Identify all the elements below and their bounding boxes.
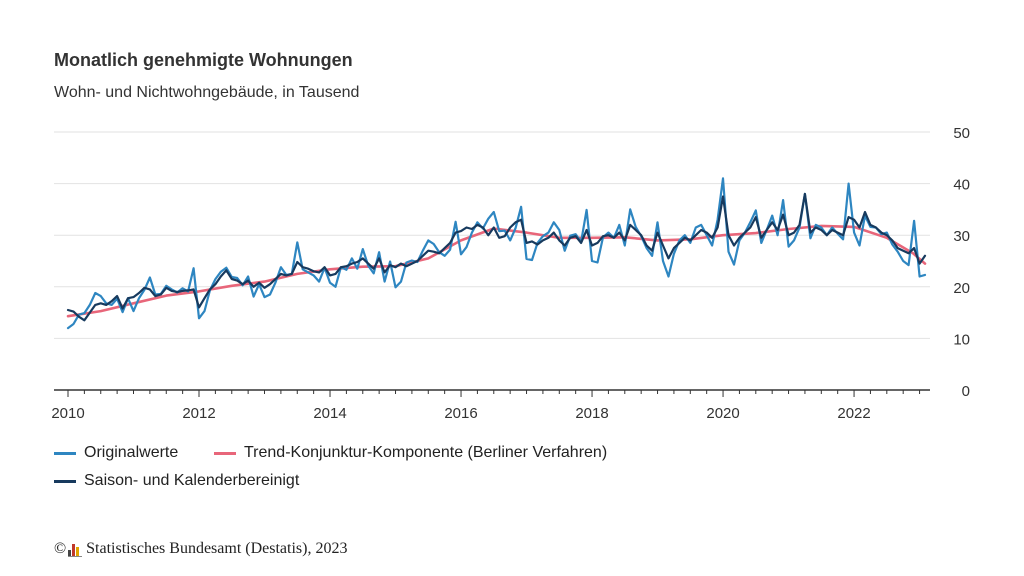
x-tick-label: 2014	[313, 405, 346, 422]
chart-subtitle: Wohn- und Nichtwohngebäude, in Tausend	[54, 84, 360, 101]
x-tick-label: 2012	[182, 405, 215, 422]
y-tick-label: 20	[953, 280, 970, 297]
copyright-symbol: ©	[54, 540, 67, 557]
legend-label-original: Originalwerte	[84, 444, 179, 461]
series-line-trend	[66, 224, 927, 318]
y-tick-label: 10	[953, 331, 970, 348]
legend-item-trend: Trend-Konjunktur-Komponente (Berliner Ve…	[214, 444, 607, 462]
x-tick-label: 2016	[444, 405, 477, 422]
y-tick-label: 40	[953, 177, 970, 194]
legend-label-trend: Trend-Konjunktur-Komponente (Berliner Ve…	[244, 444, 608, 461]
source-footer: © Statistisches Bundesamt (Destatis), 20…	[54, 540, 347, 558]
legend-item-original: Originalwerte	[54, 444, 178, 462]
x-tick-label: 2020	[706, 405, 739, 422]
y-tick-label: 30	[953, 228, 970, 245]
x-tick-label: 2018	[575, 405, 608, 422]
legend-item-adjusted: Saison- und Kalenderbereinigt	[54, 472, 299, 490]
line-chart: 0 10 20 30 40 50 2010 2012 2014 2016 2018 2020 2022	[51, 125, 970, 422]
chart-title: Monatlich genehmigte Wohnungen	[54, 50, 353, 70]
legend-swatch-trend	[214, 451, 236, 455]
legend-swatch-original	[54, 451, 76, 455]
legend-label-adjusted: Saison- und Kalenderbereinigt	[84, 472, 300, 489]
series-line-adjusted	[66, 192, 927, 322]
x-tick-label: 2010	[51, 405, 84, 422]
y-tick-label: 50	[953, 125, 970, 142]
y-tick-label: 0	[962, 383, 970, 400]
legend-swatch-adjusted	[54, 479, 76, 483]
series-line-original	[66, 177, 927, 330]
source-text: Statistisches Bundesamt (Destatis), 2023	[86, 540, 348, 557]
destatis-logo-icon	[68, 542, 83, 557]
x-tick-label: 2022	[837, 405, 870, 422]
